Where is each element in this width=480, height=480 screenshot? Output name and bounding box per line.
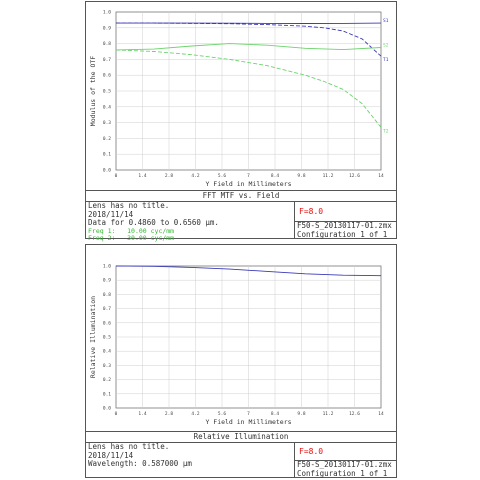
chart1-y-tick-label: 0.6: [103, 320, 111, 326]
chart0-x-tick-label: 8.4: [271, 173, 279, 179]
chart0-y-tick-label: 0.6: [103, 73, 111, 79]
chart0-x-tick-label: 12.6: [349, 173, 360, 179]
chart1-x-tick-label: 11.2: [323, 411, 334, 417]
chart1-x-tick-label: 8.4: [271, 411, 279, 417]
chart1-x-tick-label: 0: [115, 411, 118, 417]
chart0-x-tick-label: 14: [378, 173, 384, 179]
ri-fnumber: F=8.0: [299, 447, 324, 456]
mtf-panel: 0 1.4 2.8 4.2 5.6 7 8.4 9.8 11.2 12.6 14 0.0 0.1 0.2 0…: [85, 1, 397, 242]
chart0-y-tick-label: 0.1: [103, 152, 111, 158]
chart0-x-axis-label: Y Field in Millimeters: [205, 180, 291, 188]
mtf-freq2: Freq 2: 30.00 cyc/mm: [88, 233, 175, 242]
chart0-y-tick-label: 0.8: [103, 41, 111, 47]
chart0-series-label-s1: S1: [383, 18, 389, 24]
chart1-y-tick-label: 0.3: [103, 363, 111, 369]
chart1-y-tick-label: 0.1: [103, 391, 111, 397]
chart0-x-tick-label: 7: [247, 173, 250, 179]
chart0-y-tick-label: 0.4: [103, 104, 111, 110]
mtf-file-config: F50-S_20130117-01.zmx Configuration 1 of…: [295, 221, 397, 239]
chart0-series-label-t2: T2: [383, 128, 389, 134]
chart0-x-tick-label: 9.8: [297, 173, 305, 179]
mtf-config: Configuration 1 of 1: [297, 229, 388, 239]
mtf-info-box: FFT MTF vs. Field Lens has no title. 201…: [86, 190, 397, 242]
chart0-series-label-s2: S2: [383, 43, 389, 49]
chart1-y-tick-label: 0.5: [103, 335, 111, 341]
chart0-series-label-t1: T1: [383, 57, 389, 63]
chart0-x-tick-label: 11.2: [323, 173, 334, 179]
chart1-y-tick-label: 0.0: [103, 406, 111, 412]
chart1-x-tick-label: 7: [247, 411, 250, 417]
mtf-info-text: Lens has no title. 2018/11/14 Data for 0…: [88, 201, 219, 242]
mtf-date: 2018/11/14: [88, 209, 134, 219]
chart1-y-tick-label: 0.7: [103, 306, 111, 312]
chart0-y-tick-label: 0.0: [103, 168, 111, 174]
chart1-y-tick-label: 1.0: [103, 264, 111, 270]
chart0-y-axis-label: Modulus of the OTF: [89, 56, 97, 127]
ri-info-title: Relative Illumination: [86, 432, 396, 443]
mtf-chart: 0 1.4 2.8 4.2 5.6 7 8.4 9.8 11.2 12.6 14 0.0 0.1 0.2 0…: [89, 10, 389, 189]
chart0-series-s2-line: [115, 43, 382, 51]
chart1-y-tick-label: 0.2: [103, 377, 111, 383]
chart1-x-tick-label: 1.4: [138, 411, 146, 417]
ri-file-name: F50-S_20130117-01.zmx: [297, 460, 392, 469]
chart0-x-tick-label: 0: [115, 173, 118, 179]
ri-info-box: Relative Illumination Lens has no title.…: [86, 431, 397, 478]
chart1-x-tick-label: 14: [378, 411, 384, 417]
ri-info-right: F=8.0 F50-S_20130117-01.zmx Configuratio…: [294, 443, 397, 477]
chart0-x-tick-label: 4.2: [191, 173, 199, 179]
chart0-y-tick-label: 0.7: [103, 57, 111, 63]
mtf-freq1: Freq 1: 10.00 cyc/mm: [88, 226, 175, 235]
chart0-y-tick-label: 0.5: [103, 89, 111, 95]
chart0-y-tick-label: 0.2: [103, 136, 111, 142]
chart0-x-tick-label: 2.8: [165, 173, 173, 179]
chart1-y-tick-label: 0.4: [103, 349, 111, 355]
ri-date: 2018/11/14: [88, 450, 134, 460]
ri-wavelength: Wavelength: 0.587000 µm: [88, 459, 192, 468]
ri-chart: 0 1.4 2.8 4.2 5.6 7 8.4 9.8 11.2 12.6 14 0.0 0.1 0.2 0…: [89, 264, 384, 427]
chart1-x-tick-label: 5.6: [218, 411, 226, 417]
mtf-info-right: F=8.0 F50-S_20130117-01.zmx Configuratio…: [294, 202, 397, 238]
mtf-data-range: Data for 0.4860 to 0.6560 µm.: [88, 218, 219, 227]
chart1-x-tick-label: 2.8: [165, 411, 173, 417]
ri-lens-title: Lens has no title.: [88, 442, 170, 451]
chart0-y-tick-label: 0.3: [103, 120, 111, 126]
mtf-lens-title: Lens has no title.: [88, 201, 170, 210]
chart1-x-tick-label: 9.8: [297, 411, 305, 417]
chart0-y-tick-label: 1.0: [103, 10, 111, 16]
chart1-x-axis-label: Y Field in Millimeters: [205, 418, 291, 426]
chart0-x-tick-label: 5.6: [218, 173, 226, 179]
chart0-y-tick-label: 0.9: [103, 25, 111, 31]
ri-file-config: F50-S_20130117-01.zmx Configuration 1 of…: [295, 460, 397, 478]
chart1-y-tick-label: 0.8: [103, 292, 111, 298]
mtf-fnumber: F=8.0: [299, 207, 324, 216]
chart0-series-t2-line: [115, 49, 382, 128]
chart1-y-axis-label: Relative Illumination: [89, 296, 97, 378]
chart0-x-tick-label: 1.4: [138, 173, 146, 179]
chart0-series-t1-line: [116, 22, 382, 57]
chart1-x-tick-label: 12.6: [349, 411, 360, 417]
ri-panel: 0 1.4 2.8 4.2 5.6 7 8.4 9.8 11.2 12.6 14 0.0 0.1 0.2 0…: [85, 244, 397, 478]
chart1-series-0-line: [115, 265, 382, 277]
chart1-y-tick-label: 0.9: [103, 278, 111, 284]
ri-info-text: Lens has no title. 2018/11/14 Wavelength…: [88, 442, 192, 469]
chart1-x-tick-label: 4.2: [191, 411, 199, 417]
mtf-file-name: F50-S_20130117-01.zmx: [297, 221, 392, 230]
mtf-info-title: FFT MTF vs. Field: [86, 191, 396, 202]
ri-config: Configuration 1 of 1: [297, 468, 388, 478]
